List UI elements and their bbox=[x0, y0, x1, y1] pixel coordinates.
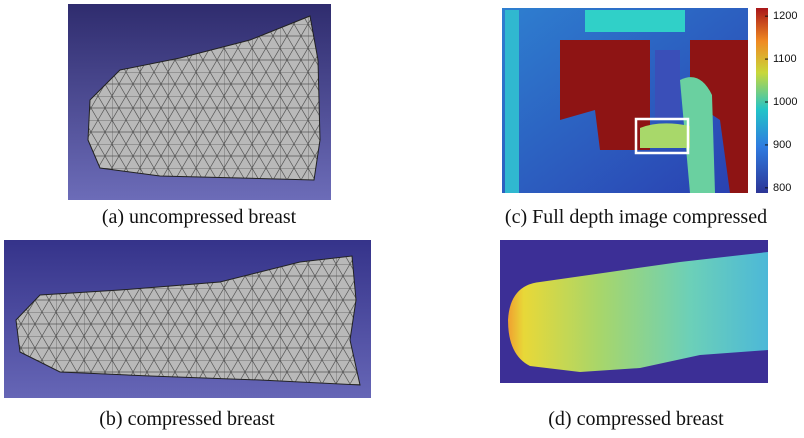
colorbar bbox=[756, 8, 768, 193]
caption: (c) Full depth image compressed bbox=[505, 206, 767, 228]
tick-label: 800 bbox=[773, 182, 791, 194]
mesh-image-b bbox=[4, 240, 371, 398]
depth-crop bbox=[500, 240, 768, 383]
tick-label: 1100 bbox=[773, 53, 797, 65]
tick-label: 1200 bbox=[773, 10, 797, 22]
depth-image bbox=[502, 8, 768, 193]
caption: (a) uncompressed breast bbox=[102, 206, 297, 228]
tick-label: 900 bbox=[773, 139, 791, 151]
tick-label: 1000 bbox=[773, 96, 797, 108]
caption: (d) compressed breast bbox=[548, 408, 724, 430]
mesh-image-a bbox=[68, 4, 331, 200]
caption: (b) compressed breast bbox=[99, 408, 275, 430]
